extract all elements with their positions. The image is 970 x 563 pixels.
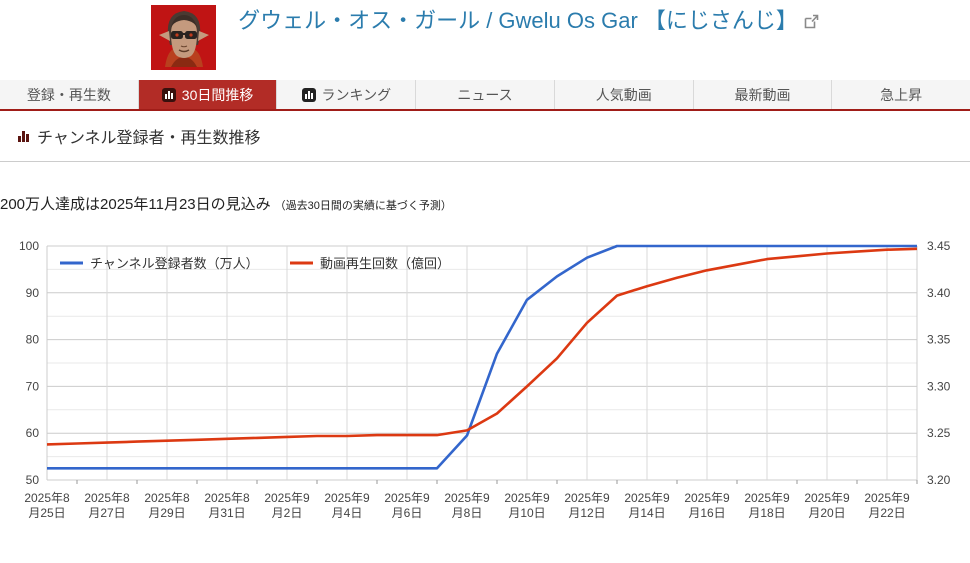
tab-label: 最新動画	[734, 86, 791, 103]
right-axis-label: 3.25	[927, 426, 951, 440]
x-tick-label: 月6日	[392, 506, 423, 520]
x-tick-label: 2025年9	[684, 491, 730, 505]
left-axis-label: 60	[26, 426, 40, 440]
tab-label: ニュース	[457, 86, 513, 103]
x-tick-label: 月4日	[332, 506, 363, 520]
channel-title-link[interactable]: グウェル・オス・ガール / Gwelu Os Gar 【にじさんじ】	[238, 5, 819, 37]
x-tick-label: 月18日	[748, 506, 785, 520]
x-tick-label: 月22日	[868, 506, 905, 520]
x-tick-label: 月2日	[272, 506, 303, 520]
left-axis-label: 100	[19, 239, 39, 253]
x-tick-label: 月29日	[148, 506, 185, 520]
forecast-note: （過去30日間の実績に基づく予測）	[274, 200, 452, 212]
x-tick-label: 2025年9	[564, 491, 610, 505]
subscribers-line[interactable]	[47, 244, 917, 470]
x-tick-label: 2025年9	[744, 491, 790, 505]
tab-30day-trend[interactable]: 30日間推移	[138, 80, 278, 109]
tab-bar: 登録・再生数 30日間推移 ランキング ニュース 人気動画 最新動画 急上昇	[0, 80, 970, 111]
x-tick-label: 月12日	[568, 506, 605, 520]
bar-chart-icon	[301, 87, 316, 102]
bar-chart-icon	[18, 130, 29, 142]
channel-title-text: グウェル・オス・ガール / Gwelu Os Gar 【にじさんじ】	[238, 8, 798, 33]
x-tick-label: 月31日	[208, 506, 245, 520]
section-title: チャンネル登録者・再生数推移	[37, 130, 261, 147]
legend-label: 動画再生回数（億回）	[320, 256, 450, 271]
x-tick-label: 月25日	[28, 506, 65, 520]
x-tick-label: 月14日	[628, 506, 665, 520]
tab-popular-videos[interactable]: 人気動画	[555, 80, 694, 109]
x-tick-label: 月27日	[88, 506, 125, 520]
x-tick-label: 月16日	[688, 506, 725, 520]
channel-header: グウェル・オス・ガール / Gwelu Os Gar 【にじさんじ】	[0, 0, 970, 80]
legend-label: チャンネル登録者数（万人）	[90, 256, 259, 271]
right-axis-label: 3.40	[927, 286, 951, 300]
trend-chart-area: 2025年8 月25日 2025年8 月27日 2025年8 月29日 2025年8 月31日…	[0, 235, 970, 545]
x-tick-label: 2025年9	[444, 491, 490, 505]
tab-news[interactable]: ニュース	[416, 80, 555, 109]
x-tick-label: 2025年8	[144, 491, 190, 505]
x-tick-label: 2025年9	[264, 491, 310, 505]
left-axis-label: 90	[26, 286, 40, 300]
x-tick-label: 2025年9	[384, 491, 430, 505]
channel-avatar	[151, 5, 217, 70]
trend-chart: 2025年8月25日2025年8月27日2025年8月29日2025年8月31日…	[19, 239, 951, 520]
x-tick-label: 2025年9	[624, 491, 670, 505]
views-line[interactable]	[46, 247, 918, 446]
external-link-icon[interactable]	[804, 6, 819, 37]
x-tick-label: 月20日	[808, 506, 845, 520]
tab-trending[interactable]: 急上昇	[832, 80, 970, 109]
x-tick-label: 2025年9	[804, 491, 850, 505]
tab-subscribers-views[interactable]: 登録・再生数	[0, 80, 139, 109]
right-axis-label: 3.35	[927, 333, 951, 347]
x-tick-label: 2025年8	[24, 491, 70, 505]
tab-ranking[interactable]: ランキング	[277, 80, 417, 109]
tab-latest-videos[interactable]: 最新動画	[694, 80, 833, 109]
tab-label: 登録・再生数	[26, 86, 111, 103]
x-tick-label: 2025年9	[504, 491, 550, 505]
tab-label: 30日間推移	[181, 86, 254, 103]
left-axis-label: 80	[26, 333, 40, 347]
left-axis-label: 70	[26, 379, 40, 393]
bar-chart-icon	[161, 87, 176, 102]
tab-label: 急上昇	[880, 86, 923, 103]
x-tick-label: 2025年9	[864, 491, 910, 505]
tab-label: 人気動画	[595, 86, 652, 103]
left-axis-label: 50	[26, 473, 40, 487]
right-axis-label: 3.20	[927, 473, 951, 487]
x-tick-label: 2025年8	[84, 491, 130, 505]
x-tick-label: 2025年9	[324, 491, 370, 505]
forecast-text: 200万人達成は2025年11月23日の見込み	[0, 196, 271, 213]
forecast-line: 200万人達成は2025年11月23日の見込み （過去30日間の実績に基づく予測）	[0, 193, 970, 214]
right-axis-label: 3.30	[927, 379, 951, 393]
x-tick-label: 月10日	[508, 506, 545, 520]
x-tick-label: 月8日	[452, 506, 483, 520]
right-axis-label: 3.45	[927, 239, 951, 253]
tab-label: ランキング	[321, 86, 392, 103]
section-heading: チャンネル登録者・再生数推移	[0, 111, 970, 162]
x-tick-label: 2025年8	[204, 491, 250, 505]
